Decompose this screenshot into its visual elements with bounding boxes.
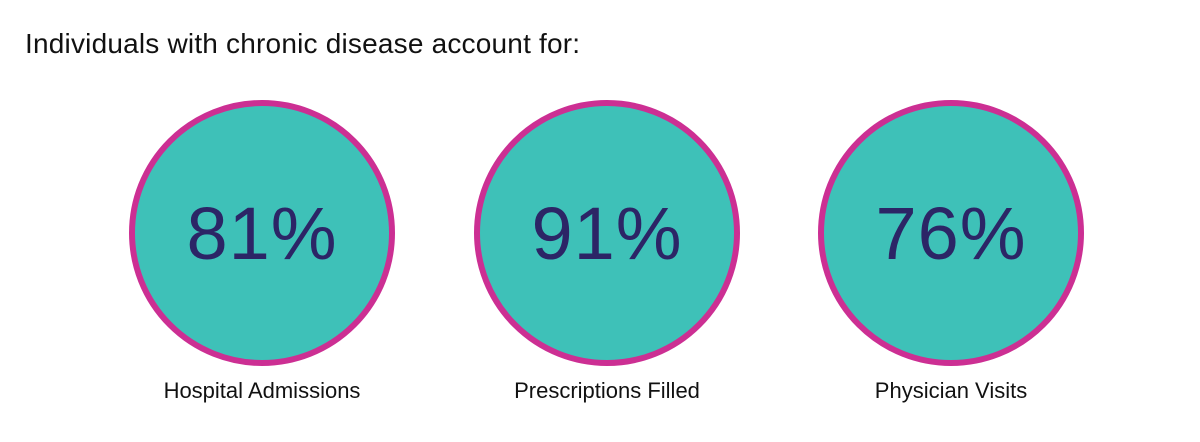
stat-label: Physician Visits [874, 378, 1028, 403]
stat-circle: 91% [474, 100, 740, 366]
stat-value: 81% [186, 191, 338, 275]
stat-label: Prescriptions Filled [514, 378, 700, 403]
stat-circle: 81% [129, 100, 395, 366]
page-title: Individuals with chronic disease account… [25, 28, 581, 59]
stat-value: 76% [875, 191, 1027, 275]
stat-label: Hospital Admissions [163, 378, 361, 403]
stat-circle: 76% [818, 100, 1084, 366]
stat-hospital-admissions: 81% Hospital Admissions [127, 100, 397, 403]
stat-physician-visits: 76% Physician Visits [816, 100, 1086, 403]
stat-value: 91% [531, 191, 683, 275]
stat-prescriptions-filled: 91% Prescriptions Filled [472, 100, 742, 403]
